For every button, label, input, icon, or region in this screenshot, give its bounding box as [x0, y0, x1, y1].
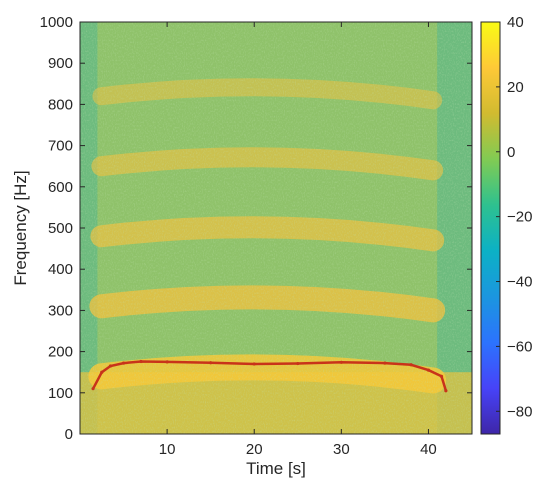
- x-axis: 10 20 30 40: [159, 22, 437, 458]
- y-tick-label: 400: [48, 261, 73, 278]
- y-tick-label: 700: [48, 138, 73, 155]
- colorbar-tick-label: −60: [507, 338, 532, 355]
- fundamental-track-point: [439, 374, 444, 378]
- x-tick-label: 10: [159, 441, 176, 458]
- fundamental-track-layer: [91, 359, 448, 393]
- fundamental-track-point: [121, 361, 126, 365]
- colorbar-tick-label: −40: [507, 274, 532, 291]
- colorbar-body: [480, 21, 501, 435]
- fundamental-track-point: [108, 364, 113, 368]
- x-axis-label: Time [s]: [246, 459, 306, 478]
- y-tick-label: 900: [48, 55, 73, 72]
- x-tick-label: 30: [333, 441, 350, 458]
- fundamental-track-point: [426, 368, 431, 372]
- y-tick-label: 800: [48, 96, 73, 113]
- y-axis-label: Frequency [Hz]: [11, 170, 30, 285]
- fundamental-track-point: [339, 360, 343, 364]
- fundamental-track-point: [296, 361, 300, 366]
- noise-texture: [80, 22, 472, 434]
- fundamental-track-point: [100, 370, 104, 374]
- y-axis: 0 100 200 300 400 500 600 700 800 900 1000: [40, 14, 472, 443]
- colorbar: 40 20 0 −20 −40 −60 −80: [480, 14, 532, 435]
- x-tick-label: 20: [246, 441, 263, 458]
- colorbar-tick-label: 0: [507, 144, 515, 161]
- plot-area: [80, 22, 472, 434]
- y-tick-label: 0: [65, 426, 73, 443]
- fundamental-track-point: [409, 363, 413, 367]
- y-tick-label: 1000: [40, 14, 73, 31]
- colorbar-tick-label: −20: [507, 209, 532, 226]
- colorbar-ticks: 40 20 0 −20 −40 −60 −80: [496, 14, 532, 420]
- y-tick-label: 200: [48, 344, 73, 361]
- colorbar-tick-label: −80: [507, 403, 532, 420]
- colorbar-tick-label: 40: [507, 14, 524, 31]
- y-tick-label: 300: [48, 302, 73, 319]
- y-tick-label: 500: [48, 220, 73, 237]
- fundamental-track-point: [252, 362, 256, 366]
- fundamental-track-point: [444, 389, 448, 393]
- y-tick-label: 600: [48, 179, 73, 196]
- x-tick-label: 40: [420, 441, 437, 458]
- fundamental-track-point: [139, 359, 143, 364]
- fundamental-track-point: [209, 361, 213, 365]
- y-tick-label: 100: [48, 385, 73, 402]
- fundamental-track-point: [91, 387, 95, 391]
- fundamental-track-point: [165, 360, 169, 364]
- colorbar-tick-label: 20: [507, 79, 524, 96]
- fundamental-track-point: [383, 361, 387, 365]
